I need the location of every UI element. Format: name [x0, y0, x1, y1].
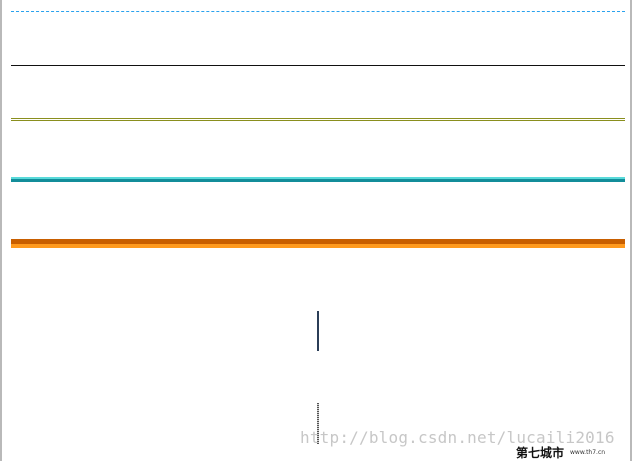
window-right-border — [630, 0, 632, 461]
watermark-logo: 第七城市 — [516, 446, 565, 460]
watermark-logo-url: www.th7.cn — [570, 449, 606, 456]
double-line — [11, 118, 625, 121]
vertical-dotted-line — [317, 403, 319, 444]
watermark-url: http://blog.csdn.net/lucaili2016 — [300, 428, 615, 447]
solid-line — [11, 65, 625, 66]
groove-line — [11, 177, 625, 182]
vertical-solid-line — [317, 311, 319, 351]
ridge-line — [11, 239, 625, 248]
dashed-line — [11, 11, 625, 12]
window-left-border — [0, 0, 2, 461]
